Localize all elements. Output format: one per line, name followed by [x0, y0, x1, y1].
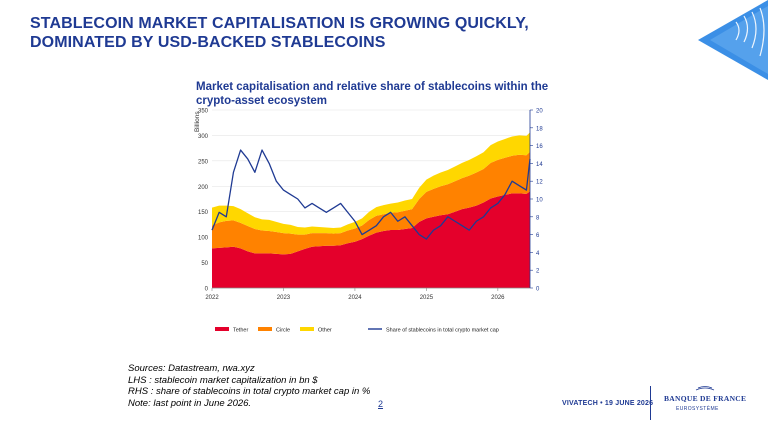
area-circle	[212, 151, 530, 255]
area-other	[212, 132, 530, 235]
slide-title: STABLECOIN MARKET CAPITALISATION IS GROW…	[30, 14, 670, 52]
chart-title-line1: Market capitalisation and relative share…	[196, 81, 549, 93]
legend-swatch	[258, 327, 272, 331]
sources-note: Sources: Datastream, rwa.xyz LHS : stabl…	[128, 363, 370, 409]
left-tick-label: 50	[201, 261, 208, 267]
right-tick-label: 0	[536, 287, 540, 293]
banque-de-france-logo-icon	[695, 386, 715, 391]
left-tick-label: 150	[198, 210, 209, 216]
left-tick-label: 300	[198, 134, 209, 140]
legend-swatch	[300, 327, 314, 331]
slide-title-line1: STABLECOIN MARKET CAPITALISATION IS GROW…	[30, 15, 529, 32]
x-tick-label: 2026	[491, 295, 505, 301]
right-tick-label: 12	[536, 180, 543, 186]
right-tick-label: 16	[536, 144, 543, 150]
event-label: VIVATECH • 19 JUNE 2026	[562, 400, 654, 407]
right-tick-label: 2	[536, 269, 540, 275]
x-tick-label: 2022	[205, 295, 219, 301]
left-tick-label: 350	[198, 109, 209, 115]
last-point-note: Note: last point in June 2026.	[128, 397, 252, 409]
x-tick-label: 2024	[348, 295, 362, 301]
right-tick-label: 10	[536, 198, 543, 204]
share-line	[211, 149, 531, 240]
legend-label: Circle	[276, 328, 290, 334]
chart-legend: Tether Circle Other Share of stablecoins in…	[215, 327, 499, 334]
left-axis-unit: Billions	[194, 111, 201, 132]
right-tick-label: 6	[536, 233, 540, 239]
right-tick-label: 8	[536, 215, 540, 221]
legend-label: Tether	[233, 328, 248, 334]
slide-title-line2: DOMINATED BY USD-BACKED STABLECOINS	[30, 34, 386, 51]
left-tick-label: 250	[198, 159, 209, 165]
page-number[interactable]: 2	[378, 399, 384, 409]
right-tick-label: 4	[536, 251, 540, 257]
lhs-note: LHS : stablecoin market capitalization i…	[128, 374, 318, 386]
right-tick-label: 14	[536, 162, 543, 168]
left-tick-label: 200	[198, 185, 209, 191]
brand-triangle-icon	[698, 0, 768, 80]
rhs-note: RHS : share of stablecoins in total cryp…	[128, 386, 371, 397]
legend-label: Share of stablecoins in total crypto mar…	[386, 328, 499, 334]
footer-divider	[650, 386, 651, 420]
legend-swatch	[215, 327, 229, 331]
left-tick-label: 0	[205, 287, 209, 293]
org-subtitle: EUROSYSTÈME	[676, 406, 719, 412]
chart-line	[211, 149, 531, 240]
x-tick-label: 2023	[277, 295, 291, 301]
chart-axes: 0 50 100 150 200 250 300 350 0 2 4 6 8 10 12 14 16 18 20 20…	[194, 109, 543, 302]
chart-title-line2: crypto-asset ecosystem	[196, 95, 328, 107]
org-name: BANQUE DE FRANCE	[664, 394, 747, 403]
chart-areas	[212, 132, 530, 288]
x-tick-label: 2025	[420, 295, 434, 301]
left-tick-label: 100	[198, 236, 209, 242]
legend-label: Other	[318, 328, 332, 334]
right-tick-label: 20	[536, 109, 543, 115]
chart-title: Market capitalisation and relative share…	[196, 80, 576, 108]
right-tick-label: 18	[536, 126, 543, 132]
source-line: Sources: Datastream, rwa.xyz	[128, 363, 255, 374]
area-tether	[212, 191, 530, 288]
